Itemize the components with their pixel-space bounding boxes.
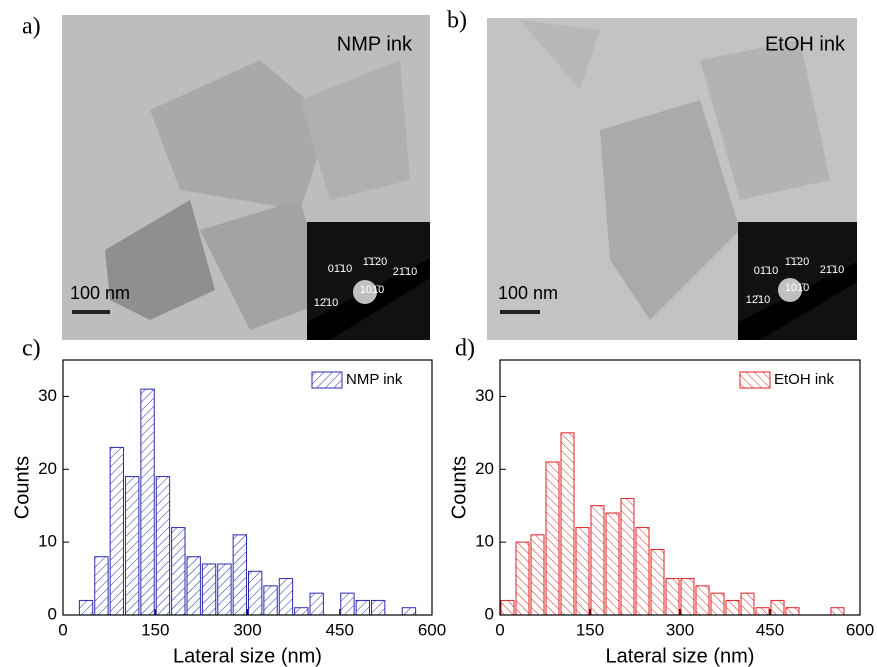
x-tick-label: 600: [846, 620, 874, 639]
bar: [710, 592, 725, 616]
legend-label: NMP ink: [346, 371, 403, 388]
diffraction-indices: 1̄1̄20 01̄10 21̄10 101̄0 12̄10: [314, 256, 417, 309]
bar: [186, 556, 201, 616]
diffraction-indices: 1̄1̄20 01̄10 21̄10 101̄0 12̄10: [746, 256, 844, 306]
bar: [560, 432, 575, 616]
bar: [201, 563, 217, 616]
y-axis-title: Counts: [11, 456, 33, 519]
panel-label: d): [455, 336, 475, 362]
bar: [590, 505, 605, 616]
x-axis-title: Lateral size (nm): [606, 645, 755, 667]
index-label: 101̄0: [360, 284, 384, 296]
y-tick-label: 10: [38, 532, 57, 551]
y-tick-label: 20: [38, 459, 57, 478]
y-axis-title: Counts: [448, 456, 470, 519]
y-tick-label: 30: [475, 386, 494, 405]
scale-bar-label: 100 nm: [70, 283, 130, 303]
y-tick-label: 20: [475, 459, 494, 478]
bar: [725, 599, 740, 616]
bar: [355, 599, 370, 616]
index-label: 12̄10: [746, 294, 770, 306]
x-tick-label: 600: [418, 620, 446, 639]
bar: [294, 607, 309, 616]
panel-label: a): [22, 14, 41, 40]
bar: [650, 548, 665, 616]
x-tick-label: 0: [495, 620, 504, 639]
x-tick-label: 150: [576, 620, 604, 639]
x-tick-label: 150: [141, 620, 169, 639]
bar: [755, 607, 770, 616]
bar: [278, 578, 294, 616]
bar: [740, 592, 755, 616]
index-label: 21̄10: [393, 266, 417, 278]
bar: [125, 476, 140, 616]
legend-swatch: [311, 371, 343, 389]
bar: [140, 388, 155, 616]
bar: [109, 446, 124, 616]
index-label: 12̄10: [314, 297, 338, 309]
bar: [217, 563, 232, 616]
bar: [545, 461, 560, 616]
index-label: 101̄0: [785, 282, 809, 294]
y-tick-label: 0: [48, 604, 57, 623]
panel-label: c): [22, 336, 41, 362]
bar: [94, 556, 109, 616]
x-tick-label: 450: [326, 620, 354, 639]
bar: [232, 534, 247, 616]
tem-image: [487, 18, 857, 340]
legend-swatch: [739, 371, 771, 389]
bar: [500, 599, 515, 616]
bar: [248, 570, 263, 616]
tem-image: [62, 15, 430, 340]
scale-bar-label: 100 nm: [498, 283, 558, 303]
index-label: 21̄10: [820, 264, 844, 276]
image-caption: NMP ink: [337, 33, 413, 55]
y-tick-label: 10: [475, 532, 494, 551]
bar: [78, 599, 94, 616]
bar: [171, 527, 186, 616]
bar: [695, 585, 710, 616]
legend-label: EtOH ink: [774, 371, 835, 388]
index-label: 01̄10: [328, 263, 352, 275]
bar: [665, 578, 680, 616]
bar: [401, 607, 417, 616]
bar: [770, 599, 785, 616]
x-tick-label: 450: [756, 620, 784, 639]
bar: [620, 497, 635, 616]
bar: [263, 585, 278, 616]
x-axis-title: Lateral size (nm): [173, 645, 322, 667]
x-tick-label: 300: [666, 620, 694, 639]
bar: [575, 527, 590, 616]
image-caption: EtOH ink: [765, 33, 846, 55]
bar: [830, 607, 845, 616]
index-label: 1̄1̄20: [785, 256, 809, 268]
y-tick-label: 30: [38, 386, 57, 405]
bar: [309, 592, 324, 616]
index-label: 01̄10: [754, 265, 778, 277]
bar: [680, 578, 695, 616]
bar: [635, 527, 650, 616]
panel-label: b): [447, 8, 467, 34]
x-tick-label: 0: [58, 620, 67, 639]
x-tick-label: 300: [233, 620, 261, 639]
bar: [605, 512, 620, 616]
bar: [785, 607, 800, 616]
bar: [155, 476, 171, 616]
bar: [371, 599, 386, 616]
bar: [530, 534, 545, 616]
bar: [340, 592, 355, 616]
y-tick-label: 0: [485, 604, 494, 623]
index-label: 1̄1̄20: [363, 256, 387, 268]
bar: [515, 541, 530, 616]
